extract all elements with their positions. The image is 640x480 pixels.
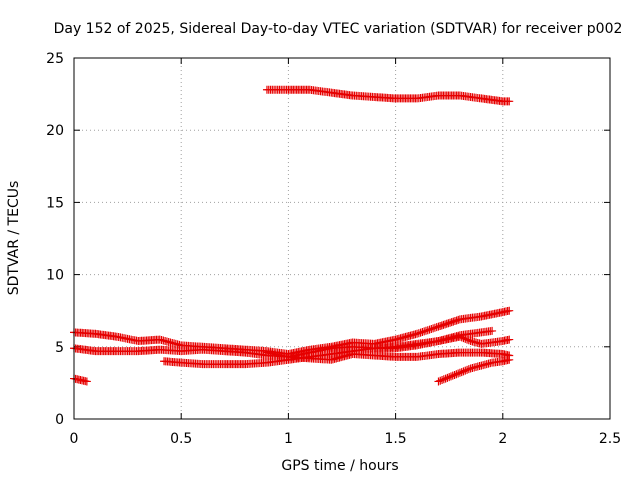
data-point bbox=[443, 373, 452, 382]
data-point bbox=[429, 324, 438, 333]
data-point bbox=[454, 369, 463, 378]
data-point bbox=[457, 368, 466, 377]
y-axis-label: SDTVAR / TECUs bbox=[6, 181, 22, 296]
x-tick-label: 1.5 bbox=[384, 431, 406, 447]
data-point bbox=[461, 366, 470, 375]
data-point bbox=[505, 97, 514, 106]
data-point bbox=[432, 323, 441, 332]
data-point bbox=[430, 323, 439, 332]
series-track-c bbox=[160, 332, 514, 369]
x-tick-labels: 0 0.5 1 1.5 2 2.5 bbox=[70, 431, 622, 447]
data-point bbox=[505, 335, 514, 344]
y-tick-label: 0 bbox=[55, 412, 64, 428]
data-point bbox=[459, 334, 468, 343]
data-point bbox=[464, 336, 473, 345]
x-tick-label: 2 bbox=[498, 431, 507, 447]
chart-title: Day 152 of 2025, Sidereal Day-to-day VTE… bbox=[54, 21, 623, 37]
data-point bbox=[439, 375, 448, 384]
axis-ticks bbox=[73, 57, 611, 420]
data-point bbox=[413, 329, 422, 338]
data-point bbox=[434, 377, 443, 386]
data-point bbox=[427, 324, 436, 333]
data-point bbox=[441, 374, 450, 383]
x-tick-label: 0.5 bbox=[170, 431, 192, 447]
data-point bbox=[414, 329, 423, 338]
data-point bbox=[446, 372, 455, 381]
data-point bbox=[418, 327, 427, 336]
x-axis-label: GPS time / hours bbox=[281, 458, 398, 474]
y-tick-label: 15 bbox=[46, 195, 64, 211]
x-tick-label: 1 bbox=[284, 431, 293, 447]
data-point bbox=[455, 368, 464, 377]
y-tick-labels: 0 5 10 15 20 25 bbox=[46, 51, 64, 428]
x-tick-label: 0 bbox=[70, 431, 79, 447]
data-point bbox=[82, 377, 91, 386]
data-point bbox=[438, 376, 447, 385]
data-point bbox=[445, 373, 454, 382]
series-track-e bbox=[434, 355, 514, 386]
data-point bbox=[423, 326, 432, 335]
y-tick-label: 20 bbox=[46, 123, 64, 139]
data-point bbox=[421, 326, 430, 335]
y-tick-label: 5 bbox=[55, 340, 64, 356]
y-tick-label: 25 bbox=[46, 51, 64, 67]
data-point bbox=[436, 376, 445, 385]
y-tick-label: 10 bbox=[46, 268, 64, 284]
data-point bbox=[461, 334, 470, 343]
data-point bbox=[450, 370, 459, 379]
data-point bbox=[455, 332, 464, 341]
data-points bbox=[70, 85, 514, 386]
x-tick-label: 2.5 bbox=[599, 431, 621, 447]
data-point bbox=[459, 367, 468, 376]
data-point bbox=[420, 327, 429, 336]
data-point bbox=[463, 335, 472, 344]
data-point bbox=[463, 365, 472, 374]
data-point bbox=[416, 328, 425, 337]
data-point bbox=[464, 365, 473, 374]
data-point bbox=[448, 371, 457, 380]
data-point bbox=[452, 370, 461, 379]
series-track-f bbox=[70, 374, 91, 386]
data-point bbox=[457, 333, 466, 342]
series-track-d bbox=[262, 348, 514, 364]
plot-frame bbox=[73, 57, 611, 420]
data-point bbox=[425, 325, 434, 334]
data-point bbox=[488, 326, 497, 335]
series-track-high bbox=[262, 85, 514, 106]
grid bbox=[74, 58, 610, 419]
data-point bbox=[505, 355, 514, 364]
data-point bbox=[505, 306, 514, 315]
